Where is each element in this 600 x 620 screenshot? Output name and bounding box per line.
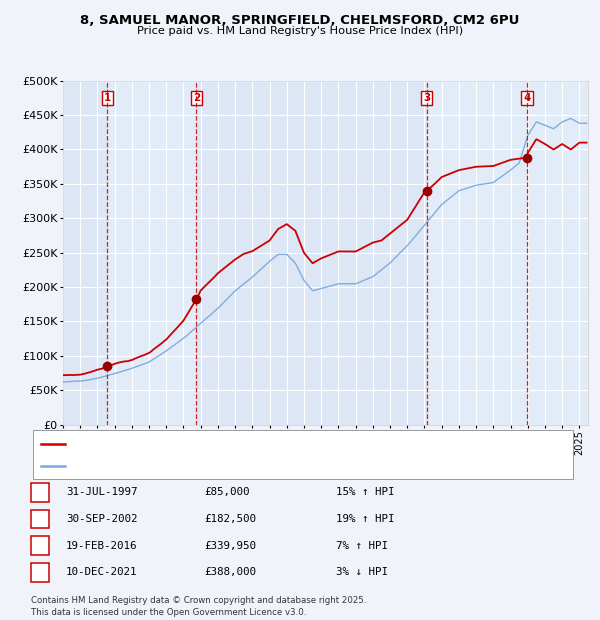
Text: 3: 3 (423, 93, 430, 103)
Text: £388,000: £388,000 (204, 567, 256, 577)
Text: Price paid vs. HM Land Registry's House Price Index (HPI): Price paid vs. HM Land Registry's House … (137, 26, 463, 36)
Text: HPI: Average price, semi-detached house, Chelmsford: HPI: Average price, semi-detached house,… (69, 461, 332, 471)
Text: 19-FEB-2016: 19-FEB-2016 (66, 541, 137, 551)
Text: 1: 1 (104, 93, 111, 103)
Text: 15% ↑ HPI: 15% ↑ HPI (336, 487, 395, 497)
Text: 4: 4 (523, 93, 530, 103)
Bar (527, 81, 588, 425)
Text: 8, SAMUEL MANOR, SPRINGFIELD, CHELMSFORD, CM2 6PU (semi-detached house): 8, SAMUEL MANOR, SPRINGFIELD, CHELMSFORD… (69, 439, 473, 449)
Text: 19% ↑ HPI: 19% ↑ HPI (336, 514, 395, 524)
Text: 10-DEC-2021: 10-DEC-2021 (66, 567, 137, 577)
Text: 4: 4 (36, 567, 44, 577)
Text: 7% ↑ HPI: 7% ↑ HPI (336, 541, 388, 551)
Bar (427, 81, 527, 425)
Text: £339,950: £339,950 (204, 541, 256, 551)
Text: 8, SAMUEL MANOR, SPRINGFIELD, CHELMSFORD, CM2 6PU: 8, SAMUEL MANOR, SPRINGFIELD, CHELMSFORD… (80, 14, 520, 27)
Text: 30-SEP-2002: 30-SEP-2002 (66, 514, 137, 524)
Text: 2: 2 (37, 514, 44, 524)
Text: 31-JUL-1997: 31-JUL-1997 (66, 487, 137, 497)
Text: 2: 2 (193, 93, 200, 103)
Text: 1: 1 (37, 487, 44, 497)
Text: Contains HM Land Registry data © Crown copyright and database right 2025.
This d: Contains HM Land Registry data © Crown c… (31, 596, 367, 617)
Bar (107, 81, 196, 425)
Text: £85,000: £85,000 (204, 487, 250, 497)
Text: £182,500: £182,500 (204, 514, 256, 524)
Text: 3% ↓ HPI: 3% ↓ HPI (336, 567, 388, 577)
Text: 3: 3 (37, 541, 44, 551)
